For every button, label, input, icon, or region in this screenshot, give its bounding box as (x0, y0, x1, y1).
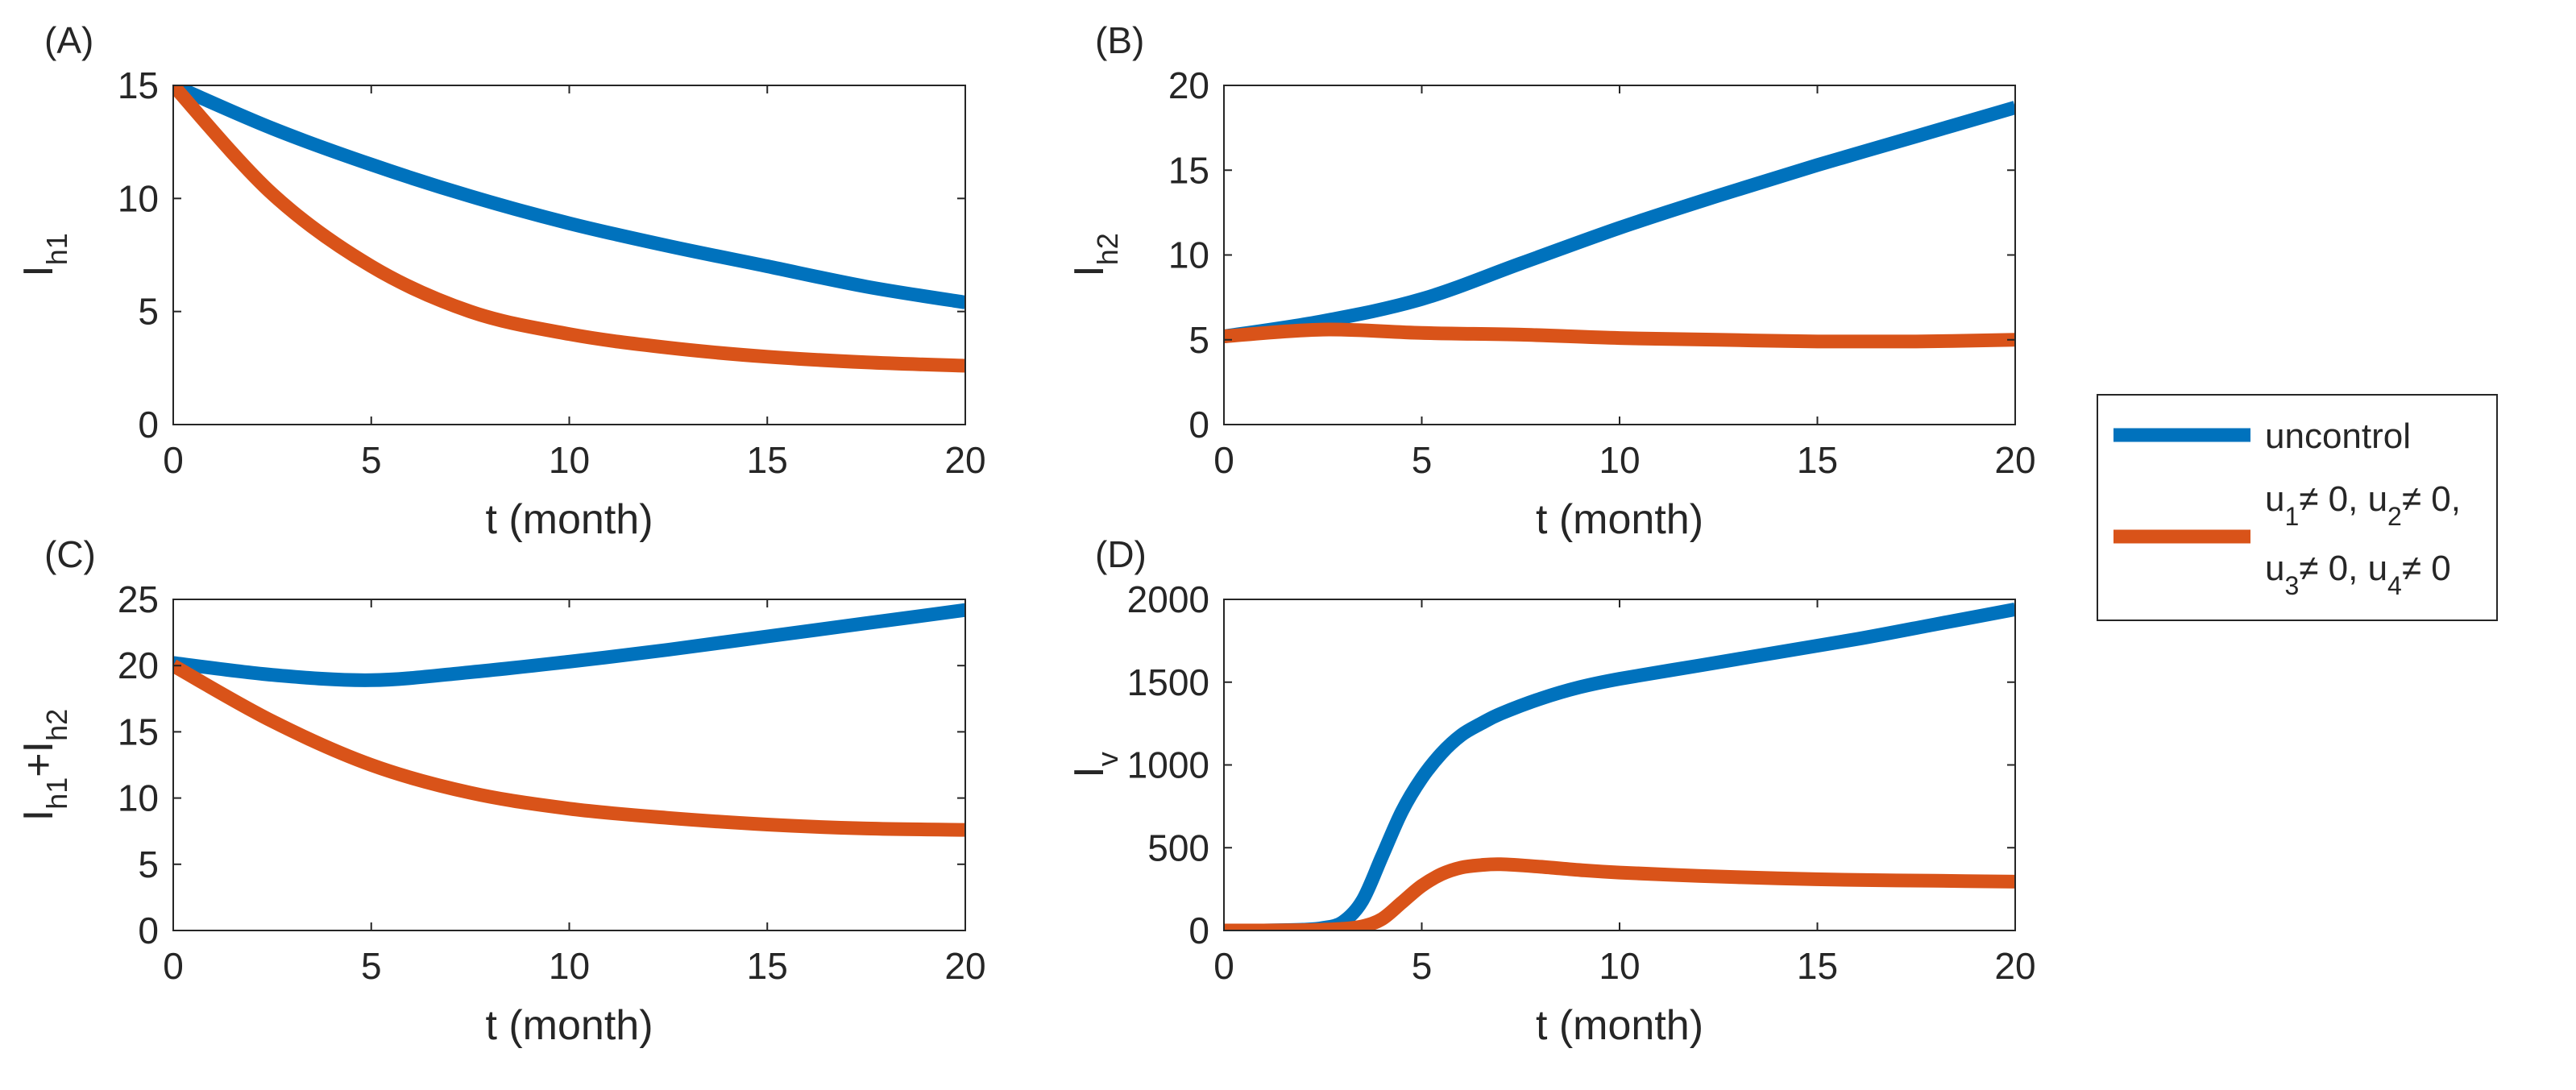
y-tick-label: 15 (118, 711, 159, 752)
series-line-control (1224, 857, 2015, 930)
x-tick-label: 10 (1599, 945, 1640, 987)
plots-layer: 0 5 10 15 20 0 5 10 15 (A) t (month) Ih1 0 5 10 15 20 0 5 1… (15, 19, 2036, 1049)
x-tick-label: 20 (1994, 945, 2035, 987)
text-run: I (15, 810, 62, 821)
x-tick-label: 10 (1599, 439, 1640, 481)
chart-panel: 0 5 10 15 20 0 5 10 15 20 (B) t (month) Ih2 (1066, 19, 2036, 543)
subscript-text: h2 (40, 709, 73, 741)
panel-label: (C) (44, 533, 96, 575)
chart-panel: 0 5 10 15 20 0 5 10 15 20 25 (C) t (month) Ih1+Ih2 (15, 533, 986, 1049)
x-tick-label: 5 (1412, 439, 1433, 481)
x-tick-label: 0 (1213, 945, 1234, 987)
x-tick-label: 20 (944, 439, 985, 481)
x-tick-label: 15 (1797, 439, 1838, 481)
x-axis-label: t (month) (1536, 1002, 1703, 1049)
x-tick-label: 15 (1797, 945, 1838, 987)
subscript-text: h1 (40, 233, 73, 265)
axes-box (172, 599, 966, 931)
panel-label: (D) (1095, 533, 1147, 575)
x-tick-label: 15 (747, 439, 788, 481)
x-tick-label: 0 (163, 439, 184, 481)
legend-label: u1≠ 0, u2≠ 0, (2265, 479, 2461, 531)
series-line-uncontrol (1224, 101, 2015, 343)
y-axis-label: Ih1+Ih2 (15, 709, 73, 821)
series-line-control (173, 659, 965, 837)
x-tick-label: 10 (549, 945, 590, 987)
text-run: I (1066, 766, 1113, 777)
y-tick-label: 500 (1147, 827, 1209, 868)
legend-label: u3≠ 0, u4≠ 0 (2265, 549, 2451, 600)
series-line-control (173, 85, 965, 373)
x-tick-label: 5 (361, 945, 382, 987)
y-axis-label: Ih2 (1066, 233, 1124, 277)
legend-label: uncontrol (2265, 417, 2411, 456)
y-tick-label: 2000 (1127, 578, 1209, 620)
text-run: ≠ 0, u (2299, 479, 2387, 519)
text-run: ≠ 0, (2402, 479, 2461, 519)
y-tick-label: 15 (1168, 149, 1209, 191)
y-tick-label: 0 (1188, 910, 1209, 951)
y-tick-label: 20 (118, 644, 159, 686)
y-tick-label: 25 (118, 578, 159, 620)
y-tick-label: 0 (1188, 404, 1209, 446)
x-tick-label: 15 (747, 945, 788, 987)
text-run: u (2265, 549, 2284, 588)
x-tick-label: 20 (1994, 439, 2035, 481)
subscript-text: 3 (2284, 571, 2299, 600)
y-tick-label: 1500 (1127, 661, 1209, 703)
x-tick-label: 20 (944, 945, 985, 987)
text-run: ≠ 0, u (2299, 549, 2387, 588)
panel-label: (A) (44, 19, 93, 61)
y-tick-label: 10 (118, 177, 159, 219)
text-run: uncontrol (2265, 417, 2411, 456)
x-tick-label: 10 (549, 439, 590, 481)
x-axis-label: t (month) (1536, 496, 1703, 543)
y-tick-label: 20 (1168, 64, 1209, 106)
text-run: +I (15, 741, 62, 777)
subscript-text: 4 (2387, 571, 2402, 600)
y-tick-label: 1000 (1127, 744, 1209, 786)
text-run: u (2265, 479, 2284, 519)
y-tick-label: 0 (138, 404, 159, 446)
series-line-uncontrol (173, 603, 965, 687)
y-tick-label: 10 (118, 777, 159, 819)
x-tick-label: 0 (163, 945, 184, 987)
y-tick-label: 5 (138, 291, 159, 333)
subscript-text: 1 (2284, 502, 2299, 531)
chart-panel: 0 5 10 15 20 0 500 1000 1500 2000(D) t (month) Iv (1066, 533, 2036, 1049)
chart-panel: 0 5 10 15 20 0 5 10 15 (A) t (month) Ih1 (15, 19, 986, 543)
x-axis-label: t (month) (485, 1002, 653, 1049)
y-tick-label: 15 (118, 64, 159, 106)
series-line-control (1224, 322, 2015, 349)
x-tick-label: 5 (361, 439, 382, 481)
x-tick-label: 5 (1412, 945, 1433, 987)
x-axis-label: t (month) (485, 496, 653, 543)
subscript-text: v (1091, 752, 1124, 766)
panel-label: (B) (1095, 19, 1144, 61)
y-tick-label: 5 (1188, 319, 1209, 361)
series-line-uncontrol (173, 85, 965, 309)
subscript-text: h2 (1091, 233, 1124, 265)
y-axis-label: Ih1 (15, 233, 73, 277)
subscript-text: 2 (2387, 502, 2402, 531)
y-tick-label: 5 (138, 843, 159, 885)
y-tick-label: 10 (1168, 234, 1209, 276)
text-run: I (1066, 265, 1113, 276)
x-tick-label: 0 (1213, 439, 1234, 481)
text-run: I (15, 265, 62, 276)
subscript-text: h1 (40, 777, 73, 810)
y-tick-label: 0 (138, 910, 159, 951)
y-axis-label: Iv (1066, 752, 1124, 777)
text-run: ≠ 0 (2402, 549, 2451, 588)
